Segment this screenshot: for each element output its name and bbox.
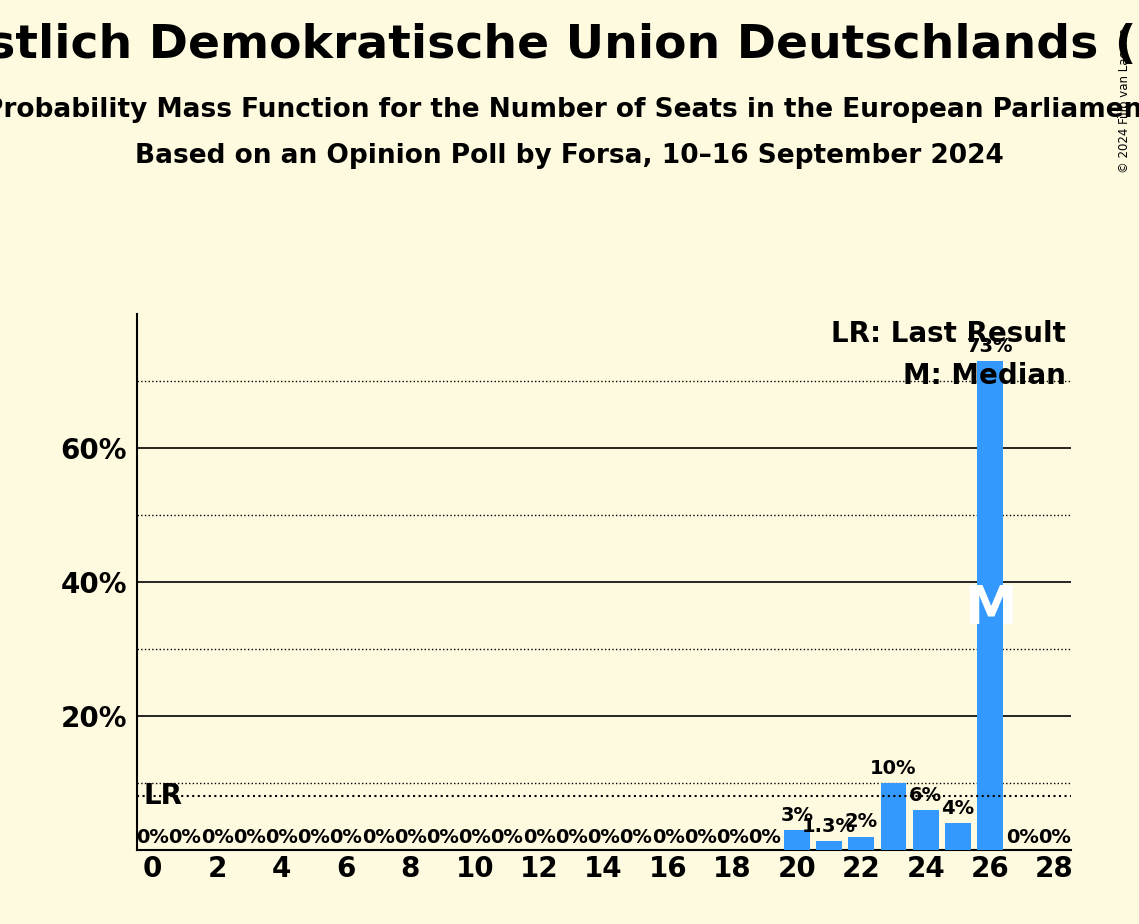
Text: 0%: 0% [137,828,170,846]
Text: 0%: 0% [1038,828,1071,846]
Text: Probability Mass Function for the Number of Seats in the European Parliament: Probability Mass Function for the Number… [0,97,1139,123]
Text: 0%: 0% [620,828,653,846]
Bar [977,361,1003,850]
Text: 0%: 0% [329,828,362,846]
Text: 0%: 0% [716,828,749,846]
Bar [817,842,842,850]
Bar [880,784,907,850]
Text: 73%: 73% [967,336,1014,356]
Text: 0%: 0% [233,828,265,846]
Text: 6%: 6% [909,785,942,805]
Text: 4%: 4% [941,799,975,818]
Text: 2%: 2% [845,812,878,832]
Text: Christlich Demokratische Union Deutschlands (EPP): Christlich Demokratische Union Deutschla… [0,23,1139,68]
Text: 0%: 0% [265,828,298,846]
Text: 0%: 0% [523,828,556,846]
Text: © 2024 Filip van Laenen: © 2024 Filip van Laenen [1118,28,1131,173]
Text: 1.3%: 1.3% [802,817,857,836]
Text: 0%: 0% [169,828,202,846]
Text: 0%: 0% [297,828,330,846]
Bar [912,809,939,850]
Bar [784,830,810,850]
Text: M: Median: M: Median [903,362,1066,391]
Text: 3%: 3% [780,806,813,824]
Text: 0%: 0% [1006,828,1039,846]
Text: 0%: 0% [652,828,685,846]
Text: 0%: 0% [426,828,459,846]
Text: 0%: 0% [362,828,395,846]
Text: 0%: 0% [200,828,233,846]
Text: LR: LR [144,783,182,810]
Text: M: M [964,583,1016,635]
Text: 0%: 0% [683,828,716,846]
Text: 0%: 0% [491,828,524,846]
Text: 0%: 0% [458,828,491,846]
Text: 0%: 0% [588,828,620,846]
Text: 0%: 0% [748,828,781,846]
Text: LR: Last Result: LR: Last Result [831,320,1066,347]
Text: 0%: 0% [555,828,588,846]
Text: 10%: 10% [870,759,917,778]
Bar [945,823,970,850]
Text: Based on an Opinion Poll by Forsa, 10–16 September 2024: Based on an Opinion Poll by Forsa, 10–16… [136,143,1003,169]
Bar [849,837,875,850]
Text: 0%: 0% [394,828,427,846]
